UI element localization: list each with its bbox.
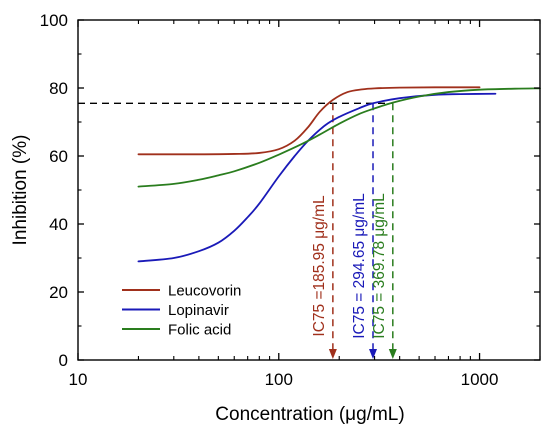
ic75-label: IC75 =185.95 μg/mL — [311, 195, 328, 337]
x-axis-title: Concentration (μg/mL) — [215, 404, 404, 425]
x-tick-label: 1000 — [461, 370, 499, 389]
y-axis-title: Inhibition (%) — [10, 135, 31, 246]
series-line-leucovorin — [137, 86, 481, 156]
ic75-label: IC75 = 294.65 μg/mL — [351, 193, 368, 339]
y-tick-label: 20 — [49, 283, 68, 302]
y-tick-label: 80 — [49, 79, 68, 98]
ic75-arrowhead — [328, 349, 337, 359]
y-tick-label: 60 — [49, 147, 68, 166]
legend-label: Leucovorin — [168, 283, 241, 300]
ic75-label: IC75 = 369.78 μg/mL — [371, 193, 388, 339]
annotation-layer: IC75 =185.95 μg/mL IC75 = 294.65 μg/mL IC7… — [311, 103, 397, 359]
series-line-folic-acid — [137, 87, 541, 188]
series-line-lopinavir — [137, 92, 497, 263]
legend: Leucovorin Lopinavir Folic acid — [122, 283, 241, 339]
y-tick-label: 100 — [40, 11, 68, 30]
ic75-arrowhead — [369, 349, 378, 359]
legend-label: Lopinavir — [168, 302, 229, 319]
x-tick-label: 10 — [69, 370, 88, 389]
y-tick-label: 0 — [59, 351, 68, 370]
legend-label: Folic acid — [168, 322, 231, 339]
series-layer — [137, 86, 541, 263]
y-tick-label: 40 — [49, 215, 68, 234]
ic75-arrowhead — [388, 349, 397, 359]
x-tick-label: 100 — [265, 370, 293, 389]
ticks-layer: 0 20 40 60 80 100 10 100 1000 — [40, 11, 541, 389]
